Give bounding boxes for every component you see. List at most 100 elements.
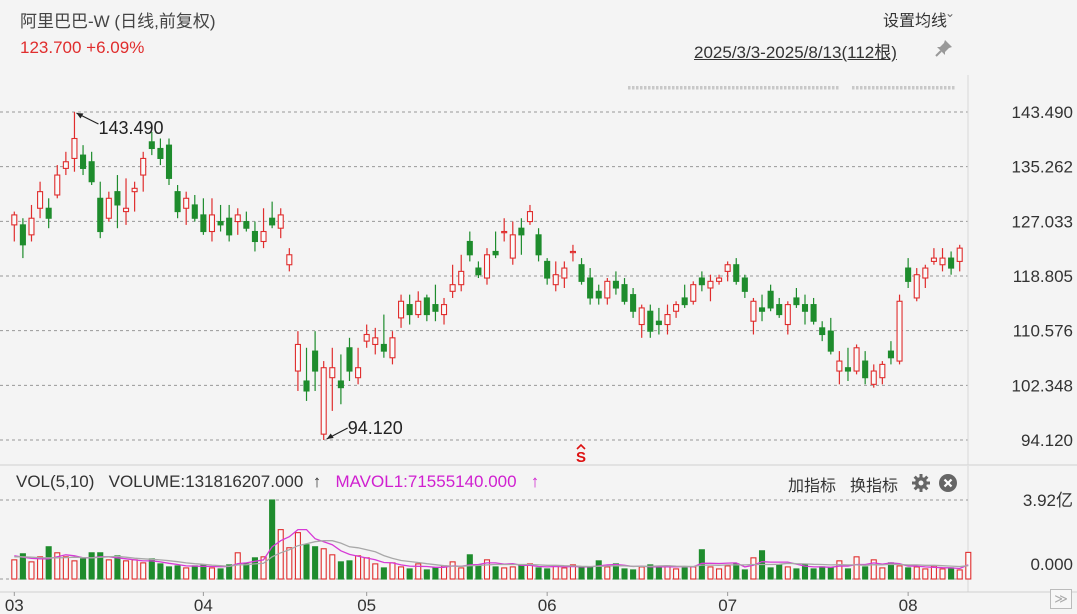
ytick-label: 110.576 (1013, 322, 1073, 341)
candle (810, 297, 817, 325)
signal-dot (764, 86, 767, 90)
candle-body (200, 214, 207, 233)
candle-body (733, 264, 740, 282)
volume-bar (776, 564, 783, 580)
candle-body (19, 224, 26, 246)
signal-dot (924, 86, 927, 90)
volume-bar (690, 566, 697, 580)
candle-body (148, 141, 155, 150)
candle-body (329, 367, 336, 379)
candle (819, 321, 826, 342)
candle-body (887, 350, 894, 359)
price-change: 123.700 +6.09% (20, 38, 145, 57)
volume-bar (423, 569, 430, 580)
candle-body (913, 274, 920, 299)
add-indicator-button[interactable]: 加指标 (788, 478, 837, 495)
candle-body (226, 217, 233, 236)
candle (784, 301, 791, 335)
signal-dot (692, 86, 695, 90)
signal-dot (696, 86, 699, 90)
candle-body (569, 250, 576, 254)
volume-bar (294, 532, 301, 580)
candle (303, 347, 310, 401)
candle (200, 198, 207, 235)
candle (483, 248, 491, 285)
date-range-link[interactable]: 2025/3/3-2025/8/13(112根) (694, 43, 897, 62)
candle (673, 301, 680, 318)
xtick-label: 04 (194, 596, 213, 614)
chevron-down-icon[interactable]: ⌄ (944, 6, 955, 20)
candle (733, 258, 740, 285)
candle (320, 361, 327, 440)
signal-dot (668, 86, 671, 90)
candle-body (690, 284, 697, 302)
volume-bar (681, 567, 688, 580)
candle (260, 208, 267, 249)
signal-dot (936, 86, 939, 90)
ytick-label: 102.348 (1012, 376, 1073, 395)
volume-bar (11, 559, 18, 580)
candle-body (406, 304, 413, 316)
candle (329, 347, 336, 411)
candle-body (363, 333, 370, 342)
candle-body (784, 304, 791, 326)
low-arrowhead (326, 433, 334, 439)
candle-body (526, 211, 534, 223)
candle-body (939, 257, 946, 266)
volume-bar (819, 566, 826, 580)
signal-dot (740, 86, 743, 90)
set-ma-button[interactable]: 设置均线 (883, 7, 947, 31)
volume-bar (320, 548, 327, 580)
candle (836, 351, 843, 385)
candle-body (269, 217, 276, 226)
volume-bar (458, 567, 465, 580)
volume-bar (45, 546, 52, 580)
volume-bar (905, 567, 912, 580)
candle-body (801, 304, 809, 312)
swap-indicator-button[interactable]: 换指标 (850, 478, 899, 495)
candle-body (681, 297, 688, 306)
signal-dot (808, 86, 811, 90)
signal-dot (656, 86, 659, 90)
candle-body (535, 234, 542, 256)
volume-bar (956, 569, 963, 580)
signal-dot (752, 86, 755, 90)
candle (664, 304, 671, 335)
candle-body (217, 221, 224, 226)
expand-button[interactable]: ≫ (1050, 589, 1072, 609)
candle (896, 294, 903, 365)
signal-dot (796, 86, 799, 90)
signal-dot (920, 86, 923, 90)
volume-bar (604, 566, 611, 580)
volume-bar (587, 566, 594, 580)
signal-dot (948, 86, 951, 90)
signal-dot (716, 86, 719, 90)
signal-dot (708, 86, 711, 90)
candle (71, 112, 78, 172)
high-label: 143.490 (98, 118, 163, 138)
candle (363, 324, 370, 348)
close-circle-icon[interactable] (938, 473, 958, 493)
volume-bar (483, 559, 491, 580)
pin-icon[interactable] (934, 38, 954, 58)
signal-dot (628, 86, 631, 90)
volume-bar (88, 552, 95, 580)
candle (612, 271, 619, 295)
candle-body (561, 267, 568, 279)
volume-bar (105, 559, 112, 580)
volume-bar (535, 567, 542, 580)
signal-dot (944, 86, 947, 90)
candle-body (458, 270, 465, 286)
volume-bar (80, 558, 87, 580)
volume-bar (389, 562, 396, 580)
candle (741, 274, 748, 298)
volume-bar (655, 567, 662, 580)
candle-body (483, 254, 491, 279)
candle (939, 248, 946, 272)
signal-dot (648, 86, 651, 90)
gear-icon[interactable] (911, 473, 931, 493)
volume-bar (853, 556, 860, 580)
candle-body (793, 297, 800, 306)
candle-body (595, 290, 602, 299)
volume-legend: VOL(5,10) VOLUME:131816207.000 ↑ MAVOL1:… (16, 472, 539, 492)
